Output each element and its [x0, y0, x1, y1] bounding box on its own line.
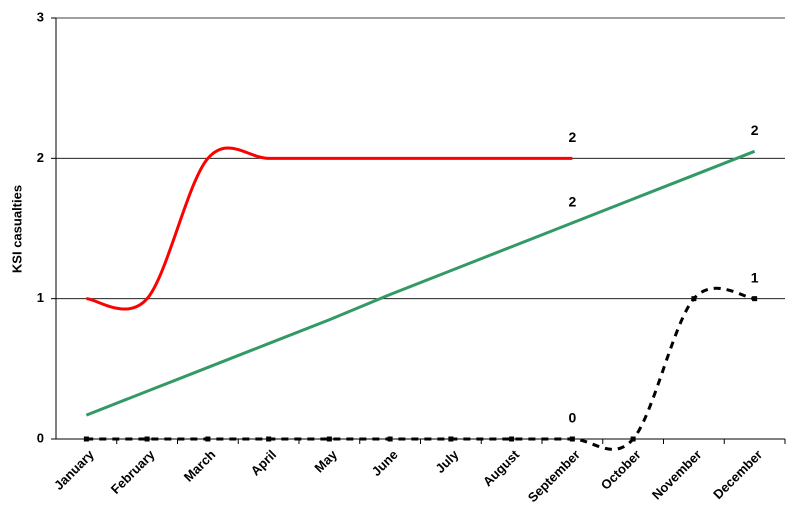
y-tick-label: 3: [37, 9, 44, 24]
series-line: [86, 286, 755, 451]
x-tick-label: April: [248, 447, 280, 479]
y-tick-label: 2: [37, 150, 44, 165]
x-tick-label: December: [710, 447, 765, 502]
data-label: 1: [751, 269, 759, 285]
x-tick-label: June: [369, 447, 401, 479]
point-marker: [144, 436, 150, 442]
point-marker: [83, 436, 89, 442]
point-marker: [752, 296, 758, 302]
series-line: [85, 149, 756, 417]
data-label: 2: [568, 194, 576, 210]
data-label: 0: [568, 410, 576, 426]
x-tick-label: May: [311, 446, 340, 475]
point-marker: [691, 296, 697, 302]
y-tick-label: 0: [37, 430, 44, 445]
point-marker: [387, 436, 393, 442]
x-tick-label: November: [649, 447, 705, 503]
point-marker: [630, 436, 636, 442]
x-tick-label: January: [51, 446, 97, 492]
point-marker: [326, 436, 332, 442]
y-axis-title: KSI casualties: [9, 185, 24, 273]
data-label: 2: [568, 129, 576, 145]
x-tick-label: October: [598, 447, 644, 493]
x-tick-label: March: [181, 447, 219, 485]
point-marker: [205, 436, 211, 442]
x-tick-label: February: [108, 446, 158, 496]
point-marker: [266, 436, 272, 442]
x-tick-label: September: [525, 447, 583, 505]
x-tick-label: July: [432, 446, 462, 476]
x-tick-label: August: [480, 446, 523, 489]
y-tick-label: 1: [37, 290, 44, 305]
series-line: [86, 146, 573, 311]
data-label: 2: [751, 122, 759, 138]
point-marker: [569, 436, 575, 442]
point-marker: [448, 436, 454, 442]
point-marker: [509, 436, 515, 442]
